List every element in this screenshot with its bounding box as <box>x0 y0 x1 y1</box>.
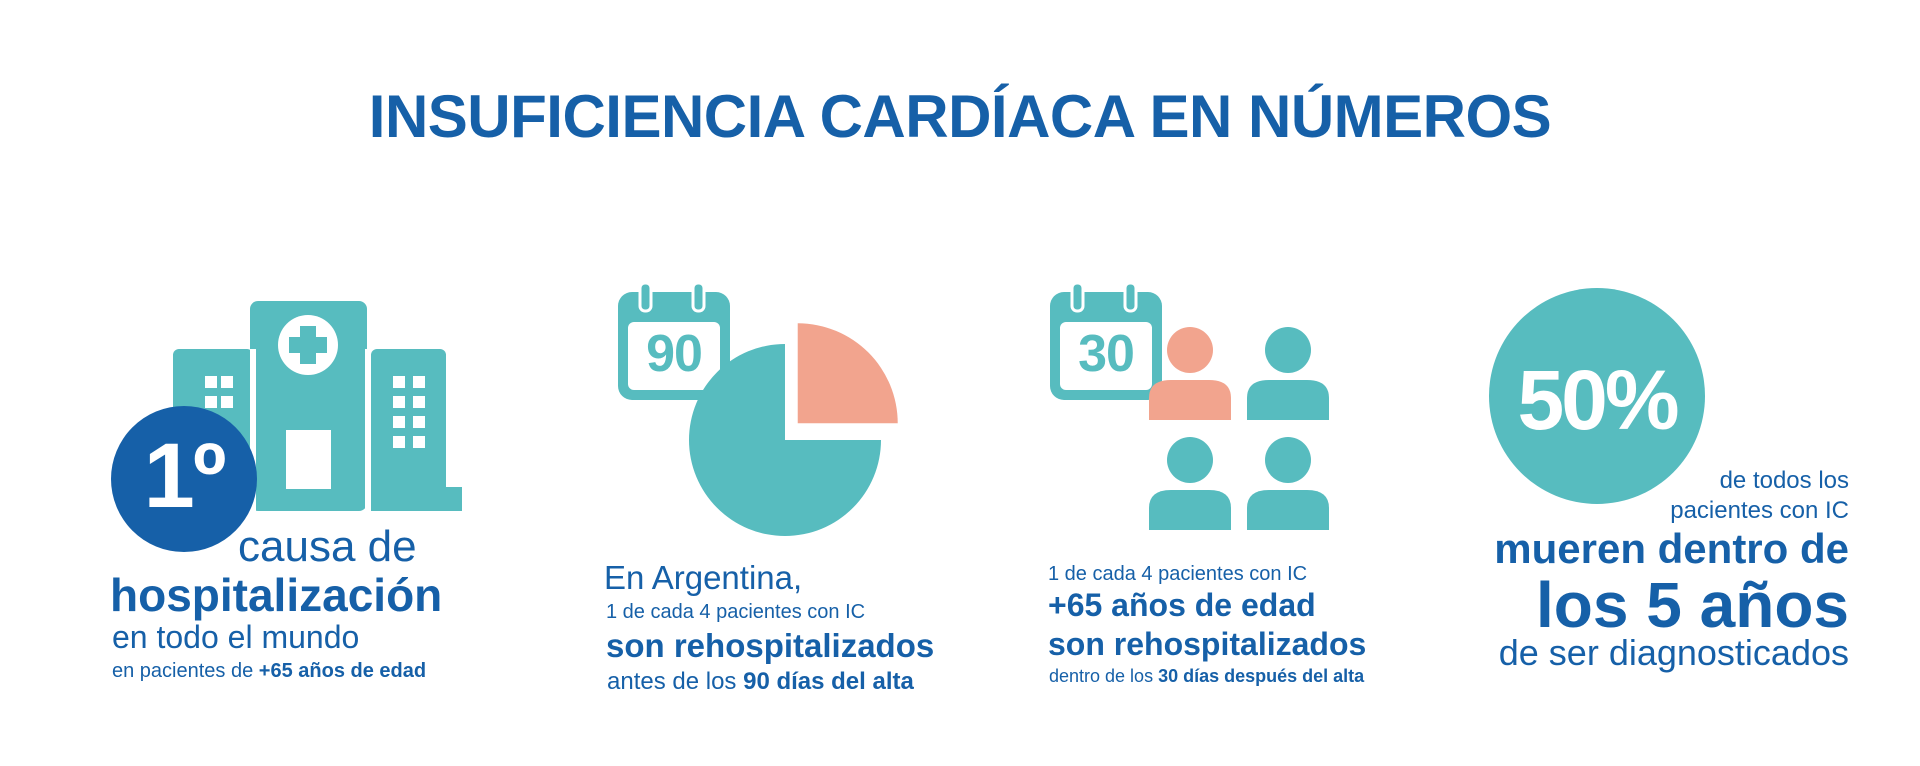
pie-highlight-slice <box>797 323 898 424</box>
p4-line4: los 5 años <box>1536 569 1849 641</box>
p4-line3: mueren dentro de <box>1494 525 1849 572</box>
person-icon-highlighted <box>1149 327 1231 420</box>
p3-line4: dentro de los 30 días después del alta <box>1049 666 1365 686</box>
p3-line2: +65 años de edad <box>1048 587 1316 623</box>
person-icon <box>1247 327 1329 420</box>
pie-main-slice <box>689 344 881 536</box>
p2-line2: 1 de cada 4 pacientes con IC <box>606 601 866 623</box>
p1-line2: hospitalización <box>110 569 443 621</box>
p3-line3: son rehospitalizados <box>1048 626 1367 662</box>
p2-line4: antes de los 90 días del alta <box>607 668 914 695</box>
stat-value: 50% <box>1517 353 1679 447</box>
person-icon <box>1149 437 1231 530</box>
p2-line1: En Argentina, <box>604 559 803 596</box>
p4-line2: pacientes con IC <box>1670 497 1849 524</box>
p1-line4: en pacientes de +65 años de edad <box>112 660 427 682</box>
calendar-number-90: 90 <box>646 325 703 383</box>
p4-line5: de ser diagnosticados <box>1498 632 1849 673</box>
calendar-number-30: 30 <box>1078 325 1135 383</box>
p1-line1: causa de <box>238 522 417 571</box>
p4-line1: de todos los <box>1719 467 1849 494</box>
person-icon <box>1247 437 1329 530</box>
p3-line1: 1 de cada 4 pacientes con IC <box>1048 563 1308 585</box>
rank-badge: 1º <box>143 425 227 527</box>
page-title: INSUFICIENCIA CARDÍACA EN NÚMEROS <box>368 83 1552 150</box>
p2-line3: son rehospitalizados <box>606 627 935 664</box>
p1-line3: en todo el mundo <box>112 619 360 655</box>
